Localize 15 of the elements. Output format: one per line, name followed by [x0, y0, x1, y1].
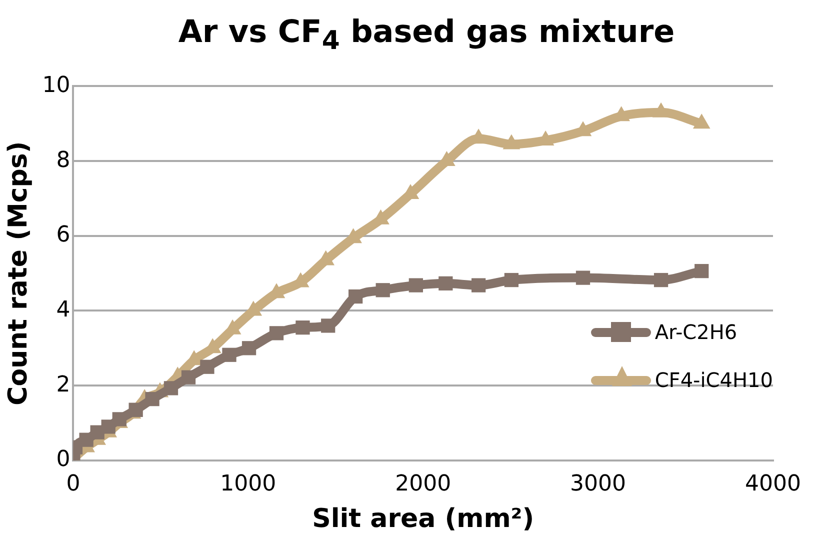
x-tick-label: 1000	[220, 471, 276, 496]
y-tick-label: 8	[56, 148, 70, 173]
x-tick-label: 4000	[745, 471, 801, 496]
y-tick-label: 10	[42, 72, 70, 98]
legend-label: Ar-C2H6	[654, 320, 738, 344]
y-tick-label: 6	[56, 222, 70, 248]
y-axis-title: Count rate (Mcps)	[3, 141, 34, 406]
x-tick-label: 3000	[570, 471, 626, 496]
x-tick-label: 2000	[395, 471, 452, 496]
y-tick-label: 2	[56, 372, 70, 398]
x-axis-title: Slit area (mm²)	[312, 504, 534, 534]
chart-title: Ar vs CF$_{4}$ based gas mixture	[177, 14, 676, 56]
y-tick-label: 4	[56, 297, 70, 322]
y-tick-label: 0	[56, 447, 70, 472]
legend-label: CF4-iC4H10	[654, 368, 773, 392]
